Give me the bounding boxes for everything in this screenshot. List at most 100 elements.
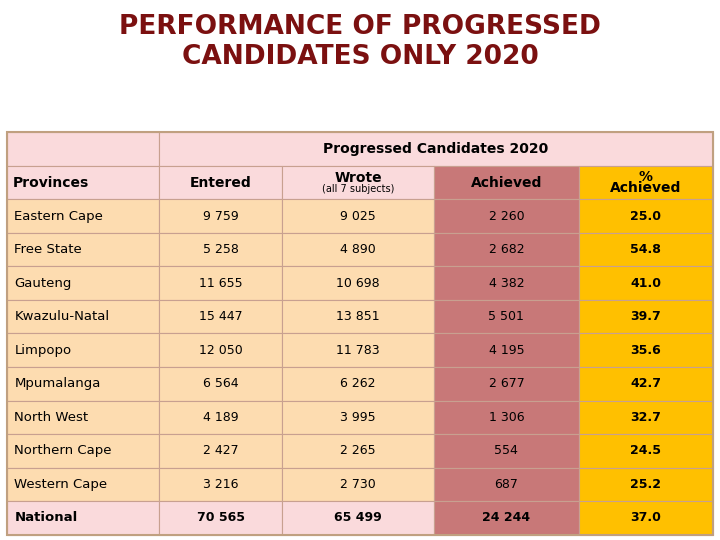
Text: Provinces: Provinces: [13, 176, 89, 190]
Bar: [282, 468, 434, 501]
Bar: [159, 333, 282, 367]
Text: 32.7: 32.7: [630, 411, 661, 424]
Bar: [579, 468, 713, 501]
Text: 25.2: 25.2: [630, 478, 661, 491]
Bar: [434, 501, 579, 535]
Bar: [579, 501, 713, 535]
Bar: [434, 468, 579, 501]
Bar: [434, 367, 579, 401]
Bar: [7, 333, 159, 367]
Text: 9 025: 9 025: [341, 210, 376, 222]
Text: 2 677: 2 677: [489, 377, 524, 390]
Text: Mpumalanga: Mpumalanga: [14, 377, 101, 390]
Text: 4 382: 4 382: [489, 276, 524, 289]
Text: 6 564: 6 564: [203, 377, 238, 390]
Text: 25.0: 25.0: [630, 210, 661, 222]
Text: 65 499: 65 499: [334, 511, 382, 524]
Text: 6 262: 6 262: [341, 377, 376, 390]
Bar: [7, 367, 159, 401]
Text: 11 655: 11 655: [199, 276, 243, 289]
Text: 4 195: 4 195: [489, 344, 524, 357]
Text: Northern Cape: Northern Cape: [14, 444, 112, 457]
Text: 11 783: 11 783: [336, 344, 380, 357]
Bar: [282, 434, 434, 468]
Text: 5 258: 5 258: [203, 243, 238, 256]
Text: 37.0: 37.0: [630, 511, 661, 524]
Text: PERFORMANCE OF PROGRESSED
CANDIDATES ONLY 2020: PERFORMANCE OF PROGRESSED CANDIDATES ONL…: [119, 14, 601, 71]
Bar: [159, 233, 282, 266]
Text: Wrote: Wrote: [334, 171, 382, 185]
Text: Achieved: Achieved: [471, 176, 542, 190]
Bar: [434, 266, 579, 300]
Text: 4 890: 4 890: [341, 243, 376, 256]
Text: Entered: Entered: [190, 176, 251, 190]
Bar: [159, 166, 282, 199]
Text: Kwazulu-Natal: Kwazulu-Natal: [14, 310, 109, 323]
Bar: [7, 199, 159, 233]
Bar: [159, 434, 282, 468]
Bar: [579, 166, 713, 199]
Bar: [282, 367, 434, 401]
Text: 9 759: 9 759: [203, 210, 238, 222]
Text: North West: North West: [14, 411, 89, 424]
Bar: [434, 199, 579, 233]
Bar: [434, 300, 579, 333]
Text: 2 427: 2 427: [203, 444, 238, 457]
Text: (all 7 subjects): (all 7 subjects): [322, 184, 395, 194]
Bar: [7, 132, 159, 166]
Text: %: %: [639, 170, 653, 184]
Bar: [159, 468, 282, 501]
Bar: [282, 333, 434, 367]
Text: 1 306: 1 306: [489, 411, 524, 424]
Bar: [579, 434, 713, 468]
Bar: [434, 166, 579, 199]
Bar: [579, 199, 713, 233]
Bar: [159, 501, 282, 535]
Bar: [7, 468, 159, 501]
Bar: [159, 367, 282, 401]
Bar: [434, 401, 579, 434]
Text: 12 050: 12 050: [199, 344, 243, 357]
Bar: [579, 300, 713, 333]
Text: 3 216: 3 216: [203, 478, 238, 491]
Bar: [282, 266, 434, 300]
Text: 554: 554: [495, 444, 518, 457]
Text: National: National: [14, 511, 78, 524]
Bar: [282, 501, 434, 535]
Text: 15 447: 15 447: [199, 310, 243, 323]
Bar: [7, 501, 159, 535]
Bar: [7, 401, 159, 434]
Text: Eastern Cape: Eastern Cape: [14, 210, 103, 222]
Text: 35.6: 35.6: [631, 344, 661, 357]
Text: 2 265: 2 265: [341, 444, 376, 457]
Text: 24.5: 24.5: [630, 444, 661, 457]
Text: Progressed Candidates 2020: Progressed Candidates 2020: [323, 142, 549, 156]
Text: 687: 687: [495, 478, 518, 491]
Bar: [282, 300, 434, 333]
Bar: [579, 233, 713, 266]
Text: Achieved: Achieved: [610, 181, 681, 195]
Text: Western Cape: Western Cape: [14, 478, 107, 491]
Text: 39.7: 39.7: [631, 310, 661, 323]
Bar: [579, 367, 713, 401]
Text: 10 698: 10 698: [336, 276, 380, 289]
Bar: [282, 401, 434, 434]
Text: 41.0: 41.0: [630, 276, 661, 289]
Text: 42.7: 42.7: [630, 377, 661, 390]
Bar: [159, 199, 282, 233]
Text: 3 995: 3 995: [341, 411, 376, 424]
Bar: [434, 434, 579, 468]
Text: Free State: Free State: [14, 243, 82, 256]
Bar: [7, 434, 159, 468]
Bar: [579, 333, 713, 367]
Bar: [282, 166, 434, 199]
Text: 2 682: 2 682: [489, 243, 524, 256]
Bar: [282, 199, 434, 233]
Text: Limpopo: Limpopo: [14, 344, 71, 357]
Bar: [159, 401, 282, 434]
Bar: [434, 333, 579, 367]
Text: 24 244: 24 244: [482, 511, 531, 524]
Text: Gauteng: Gauteng: [14, 276, 71, 289]
Text: 5 501: 5 501: [488, 310, 524, 323]
Bar: [7, 266, 159, 300]
